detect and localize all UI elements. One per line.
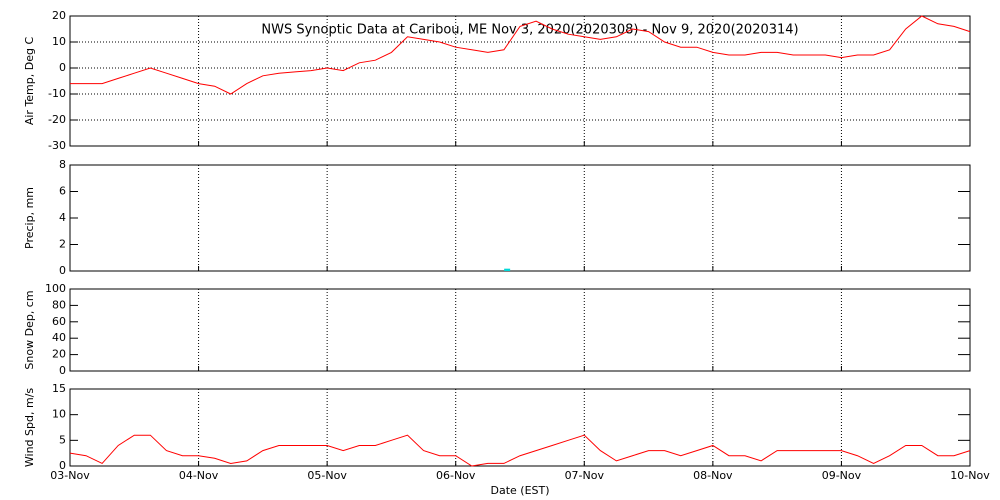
y-tick-label: 20 xyxy=(52,348,66,361)
data-line xyxy=(70,15,971,95)
y-axis-label: Precip, mm xyxy=(23,187,36,249)
y-tick-label: 0 xyxy=(59,364,66,377)
y-tick-label: 60 xyxy=(52,315,66,328)
y-tick-label: 0 xyxy=(59,61,66,74)
bar xyxy=(504,268,511,271)
y-tick-label: 10 xyxy=(52,408,66,421)
x-tick-label: 05-Nov xyxy=(307,469,347,482)
y-tick-label: 10 xyxy=(52,35,66,48)
plot-frame xyxy=(69,388,971,467)
x-tick-label: 07-Nov xyxy=(565,469,605,482)
x-tick-label: 08-Nov xyxy=(693,469,733,482)
y-tick-label: 2 xyxy=(59,238,66,251)
x-tick-label: 10-Nov xyxy=(950,469,990,482)
y-tick-label: 40 xyxy=(52,331,66,344)
y-axis-label: Wind Spd, m/s xyxy=(23,388,36,468)
y-tick-label: 100 xyxy=(45,282,66,295)
y-tick-label: 5 xyxy=(59,433,66,446)
y-axis-label: Air Temp, Deg C xyxy=(23,37,36,126)
y-tick-label: 15 xyxy=(52,382,66,395)
x-tick-label: 09-Nov xyxy=(822,469,862,482)
y-tick-label: -10 xyxy=(48,87,66,100)
y-tick-label: 6 xyxy=(59,185,66,198)
chart-title: NWS Synoptic Data at Caribou, ME Nov 3, … xyxy=(261,23,798,38)
x-axis-label: Date (EST) xyxy=(490,484,549,497)
plot-frame xyxy=(69,288,971,372)
y-tick-label: 20 xyxy=(52,9,66,22)
plot-frame xyxy=(69,164,971,272)
x-tick-label: 03-Nov xyxy=(50,469,90,482)
y-axis-label: Snow Dep, cm xyxy=(23,290,36,369)
y-tick-label: 0 xyxy=(59,459,66,472)
y-tick-label: -30 xyxy=(48,139,66,152)
y-tick-label: -20 xyxy=(48,113,66,126)
y-tick-label: 80 xyxy=(52,298,66,311)
x-tick-label: 04-Nov xyxy=(179,469,219,482)
y-tick-label: 0 xyxy=(59,264,66,277)
y-tick-label: 4 xyxy=(59,211,66,224)
data-line xyxy=(69,434,971,467)
x-tick-label: 06-Nov xyxy=(436,469,476,482)
y-tick-label: 8 xyxy=(59,158,66,171)
